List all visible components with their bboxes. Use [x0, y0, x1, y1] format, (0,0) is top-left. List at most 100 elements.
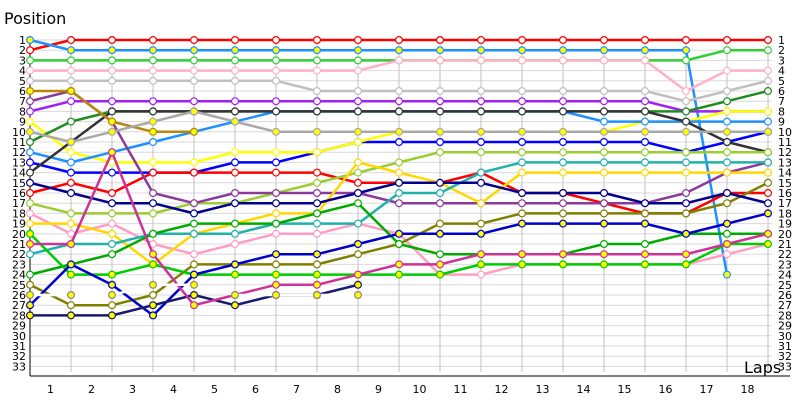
- data-point: [66, 168, 75, 177]
- y-tick-label-right: 21: [778, 238, 792, 251]
- data-point: [272, 250, 281, 259]
- data-point: [477, 127, 486, 136]
- data-point: [107, 229, 116, 238]
- y-tick-label-right: 19: [778, 218, 792, 231]
- x-tick-label: 7: [293, 383, 300, 396]
- data-point: [354, 291, 363, 300]
- data-point: [477, 35, 486, 44]
- data-point: [681, 199, 690, 208]
- data-point: [558, 219, 567, 228]
- data-point: [354, 189, 363, 198]
- data-point: [313, 168, 322, 177]
- data-point: [517, 35, 526, 44]
- data-point: [763, 158, 772, 167]
- data-point: [107, 117, 116, 126]
- data-point: [599, 86, 608, 95]
- data-point: [395, 86, 404, 95]
- data-point: [66, 291, 75, 300]
- data-point: [107, 311, 116, 320]
- data-point: [436, 229, 445, 238]
- x-tick-label: 17: [700, 383, 714, 396]
- data-point: [436, 97, 445, 106]
- data-point: [149, 250, 158, 259]
- data-point: [558, 107, 567, 116]
- data-point: [395, 138, 404, 147]
- data-point: [107, 301, 116, 310]
- data-point: [681, 209, 690, 218]
- data-point: [149, 158, 158, 167]
- y-tick-label-right: 5: [778, 75, 785, 88]
- y-tick-label: 31: [12, 340, 26, 353]
- data-point: [190, 199, 199, 208]
- data-point: [477, 46, 486, 55]
- data-point: [190, 168, 199, 177]
- x-tick-label: 13: [536, 383, 550, 396]
- data-point: [149, 229, 158, 238]
- data-point: [517, 260, 526, 269]
- data-point: [763, 107, 772, 116]
- data-point: [149, 189, 158, 198]
- data-point: [107, 76, 116, 85]
- y-tick-label-right: 2: [778, 44, 785, 57]
- y-tick-label-right: 33: [778, 360, 792, 373]
- data-point: [107, 97, 116, 106]
- data-point: [66, 138, 75, 147]
- data-point: [66, 148, 75, 157]
- data-point: [26, 270, 35, 279]
- data-point: [599, 56, 608, 65]
- data-point: [272, 35, 281, 44]
- y-tick-label-right: 29: [778, 320, 792, 333]
- data-point: [517, 250, 526, 259]
- y-tick-label-right: 32: [778, 350, 792, 363]
- data-point: [763, 229, 772, 238]
- data-point: [313, 148, 322, 157]
- data-point: [599, 209, 608, 218]
- data-point: [190, 127, 199, 136]
- y-tick-label: 24: [12, 269, 26, 282]
- data-point: [107, 56, 116, 65]
- data-point: [313, 86, 322, 95]
- data-point: [66, 97, 75, 106]
- x-tick-label: 14: [577, 383, 591, 396]
- y-tick-label-right: 18: [778, 207, 792, 220]
- data-point: [395, 229, 404, 238]
- data-point: [190, 158, 199, 167]
- data-point: [313, 250, 322, 259]
- data-point: [436, 56, 445, 65]
- data-point: [354, 158, 363, 167]
- data-point: [231, 158, 240, 167]
- data-point: [640, 168, 649, 177]
- x-tick-label: 11: [454, 383, 468, 396]
- data-point: [517, 199, 526, 208]
- data-point: [190, 107, 199, 116]
- data-point: [231, 46, 240, 55]
- y-tick-label-right: 26: [778, 289, 792, 302]
- y-tick-label: 30: [12, 330, 26, 343]
- data-point: [640, 46, 649, 55]
- data-point: [722, 199, 731, 208]
- y-tick-label-right: 27: [778, 299, 792, 312]
- data-point: [26, 56, 35, 65]
- data-point: [107, 46, 116, 55]
- data-point: [354, 66, 363, 75]
- data-point: [149, 209, 158, 218]
- data-point: [313, 260, 322, 269]
- data-point: [354, 250, 363, 259]
- data-point: [436, 189, 445, 198]
- y-tick-label: 18: [12, 207, 26, 220]
- data-point: [66, 209, 75, 218]
- data-point: [313, 35, 322, 44]
- data-point: [313, 270, 322, 279]
- data-point: [272, 158, 281, 167]
- data-point: [107, 127, 116, 136]
- data-point: [190, 250, 199, 259]
- data-point: [354, 127, 363, 136]
- data-point: [763, 117, 772, 126]
- series-27: [26, 280, 363, 300]
- data-point: [517, 209, 526, 218]
- y-tick-label: 8: [19, 105, 26, 118]
- data-point: [66, 260, 75, 269]
- data-point: [436, 46, 445, 55]
- data-point: [231, 270, 240, 279]
- data-point: [640, 148, 649, 157]
